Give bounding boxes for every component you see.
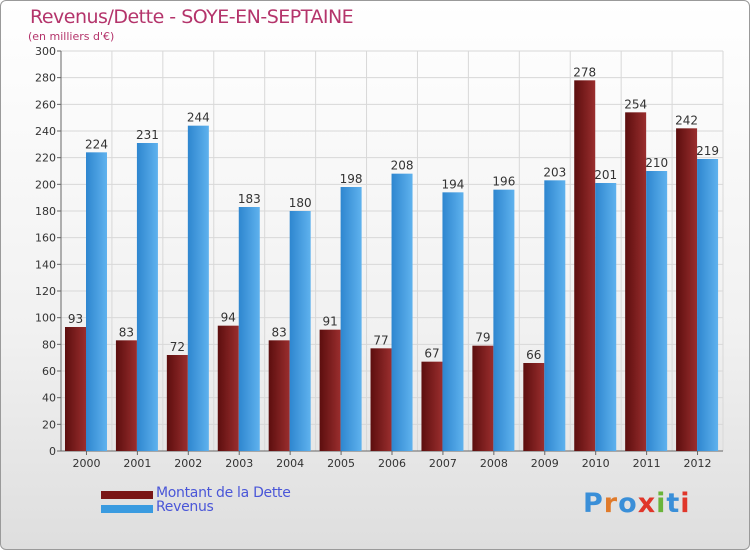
bar-debt bbox=[676, 128, 698, 451]
x-tick-label: 2009 bbox=[531, 457, 559, 470]
bar-debt bbox=[217, 325, 239, 451]
x-tick-label: 2002 bbox=[174, 457, 202, 470]
y-tick-label: 80 bbox=[42, 338, 56, 351]
bar-revenue bbox=[289, 211, 311, 451]
legend-swatch-debt bbox=[101, 491, 153, 499]
y-tick-label: 60 bbox=[42, 365, 56, 378]
x-tick-label: 2001 bbox=[123, 457, 151, 470]
data-label: 198 bbox=[340, 172, 363, 186]
logo-letter: o bbox=[618, 488, 638, 519]
y-tick-label: 120 bbox=[35, 285, 56, 298]
x-tick-label: 2008 bbox=[480, 457, 508, 470]
x-tick-label: 2006 bbox=[378, 457, 406, 470]
data-label: 83 bbox=[272, 325, 287, 339]
y-tick-label: 40 bbox=[42, 392, 56, 405]
bar-debt bbox=[65, 327, 86, 451]
bar-revenue bbox=[391, 173, 413, 451]
data-label: 224 bbox=[85, 137, 108, 151]
bar-debt bbox=[268, 340, 290, 451]
legend-label-revenue: Revenus bbox=[156, 499, 214, 515]
bar-revenue bbox=[187, 125, 209, 452]
bar-debt bbox=[370, 348, 392, 451]
data-label: 210 bbox=[645, 156, 668, 170]
logo-letter: x bbox=[637, 488, 657, 519]
x-tick-label: 2000 bbox=[72, 457, 100, 470]
data-label: 278 bbox=[573, 65, 596, 79]
data-label: 242 bbox=[675, 113, 698, 127]
x-tick-label: 2012 bbox=[684, 457, 712, 470]
x-tick-label: 2004 bbox=[276, 457, 304, 470]
x-tick-label: 2010 bbox=[582, 457, 610, 470]
y-tick-label: 140 bbox=[35, 258, 56, 271]
data-label: 254 bbox=[624, 97, 647, 111]
bar-debt bbox=[625, 112, 647, 451]
y-tick-label: 260 bbox=[35, 98, 56, 111]
y-tick-label: 0 bbox=[49, 445, 56, 458]
bar-revenue bbox=[86, 152, 107, 452]
data-label: 194 bbox=[442, 177, 465, 191]
bar-debt bbox=[523, 363, 545, 451]
data-label: 67 bbox=[424, 347, 439, 361]
bar-debt bbox=[319, 329, 341, 451]
bar-revenue bbox=[442, 192, 464, 452]
legend-swatch-revenue bbox=[101, 505, 153, 513]
bar-revenue bbox=[697, 159, 719, 451]
y-tick-label: 220 bbox=[35, 152, 56, 165]
bar-revenue bbox=[340, 187, 362, 451]
x-tick-label: 2005 bbox=[327, 457, 355, 470]
data-label: 183 bbox=[238, 192, 261, 206]
logo-letter: r bbox=[603, 488, 619, 519]
y-tick-label: 20 bbox=[42, 418, 56, 431]
data-label: 77 bbox=[373, 333, 388, 347]
data-label: 219 bbox=[696, 144, 719, 158]
logo-letter: i bbox=[680, 488, 691, 519]
chart-subtitle: (en milliers d'€) bbox=[28, 30, 115, 43]
data-label: 201 bbox=[594, 168, 617, 182]
bar-revenue bbox=[544, 180, 566, 452]
bar-revenue bbox=[136, 143, 158, 451]
y-tick-label: 160 bbox=[35, 232, 56, 245]
y-tick-label: 300 bbox=[35, 45, 56, 58]
data-label: 94 bbox=[221, 311, 236, 325]
y-tick-label: 180 bbox=[35, 205, 56, 218]
bar-debt bbox=[574, 80, 596, 451]
y-tick-label: 280 bbox=[35, 72, 56, 85]
chart-title: Revenus/Dette - SOYE-EN-SEPTAINE bbox=[30, 6, 354, 28]
bar-revenue bbox=[493, 189, 515, 451]
data-label: 180 bbox=[289, 196, 312, 210]
x-tick-label: 2011 bbox=[633, 457, 661, 470]
data-label: 72 bbox=[170, 340, 185, 354]
bar-debt bbox=[472, 345, 494, 451]
data-label: 93 bbox=[68, 312, 83, 326]
logo-letter: i bbox=[656, 488, 667, 519]
bar-debt bbox=[166, 355, 188, 451]
bar-revenue bbox=[646, 171, 668, 451]
x-tick-label: 2007 bbox=[429, 457, 457, 470]
data-label: 203 bbox=[543, 165, 566, 179]
bar-revenue bbox=[238, 207, 260, 451]
y-tick-label: 240 bbox=[35, 125, 56, 138]
bar-debt bbox=[421, 361, 443, 451]
data-label: 208 bbox=[391, 159, 414, 173]
data-label: 79 bbox=[475, 331, 490, 345]
logo-letter: P bbox=[583, 488, 604, 519]
bar-revenue bbox=[595, 183, 617, 451]
data-label: 196 bbox=[492, 175, 515, 189]
logo-letter: t bbox=[666, 488, 681, 519]
data-label: 244 bbox=[187, 111, 210, 125]
y-tick-label: 200 bbox=[35, 178, 56, 191]
data-label: 91 bbox=[322, 315, 337, 329]
data-label: 231 bbox=[136, 128, 159, 142]
data-label: 66 bbox=[526, 348, 541, 362]
x-tick-label: 2003 bbox=[225, 457, 253, 470]
data-label: 83 bbox=[119, 325, 134, 339]
proxiti-logo: Proxiti bbox=[583, 488, 691, 519]
bar-debt bbox=[115, 340, 137, 451]
legend-label-debt: Montant de la Dette bbox=[156, 485, 291, 501]
y-tick-label: 100 bbox=[35, 312, 56, 325]
